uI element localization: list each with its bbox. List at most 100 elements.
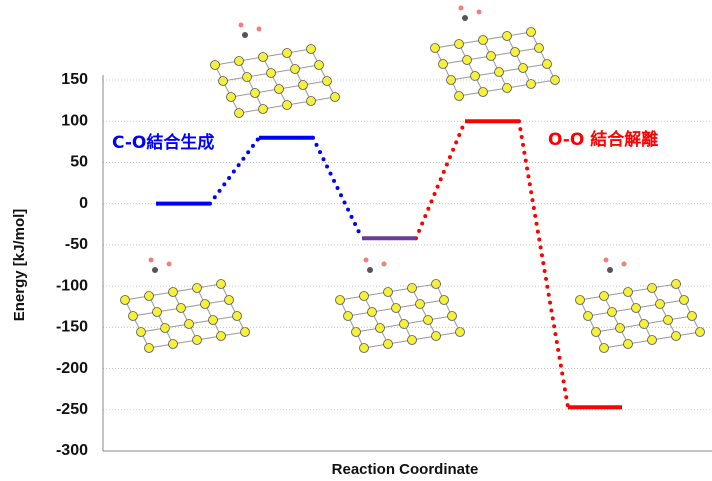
- atom: [299, 81, 308, 90]
- atom: [257, 27, 262, 32]
- atom: [209, 316, 218, 325]
- y-tick-label: 50: [70, 154, 88, 171]
- atom: [592, 328, 601, 337]
- atom: [432, 280, 441, 289]
- atom: [267, 69, 276, 78]
- atom: [367, 267, 373, 273]
- atom: [219, 77, 228, 86]
- atom: [600, 344, 609, 353]
- atom: [129, 312, 138, 321]
- atom: [479, 36, 488, 45]
- atom: [424, 316, 433, 325]
- atom: [227, 93, 236, 102]
- atom: [527, 28, 536, 37]
- y-tick-label: -250: [56, 401, 88, 418]
- annotation: C-O結合生成: [112, 132, 214, 153]
- atom: [251, 89, 260, 98]
- atom: [543, 60, 552, 69]
- y-tick-label: 0: [79, 195, 88, 212]
- connector: [416, 121, 465, 238]
- atom: [503, 32, 512, 41]
- atom: [584, 312, 593, 321]
- annotation: O-O 結合解離: [548, 129, 658, 150]
- atom: [241, 328, 250, 337]
- atom: [455, 40, 464, 49]
- atom: [331, 93, 340, 102]
- y-tick-label: 150: [61, 71, 88, 88]
- atom: [153, 308, 162, 317]
- atom: [511, 48, 520, 57]
- atom: [193, 284, 202, 293]
- atom: [440, 296, 449, 305]
- atom: [672, 332, 681, 341]
- atom: [344, 312, 353, 321]
- atom: [307, 45, 316, 54]
- atom: [382, 262, 387, 267]
- atom: [607, 267, 613, 273]
- atom: [259, 105, 268, 114]
- y-tick-label: -50: [65, 236, 88, 253]
- y-tick-label: -150: [56, 319, 88, 336]
- atom: [519, 64, 528, 73]
- atom: [632, 304, 641, 313]
- atom: [360, 292, 369, 301]
- atom: [408, 336, 417, 345]
- atom: [616, 324, 625, 333]
- atom: [149, 258, 154, 263]
- atom: [384, 340, 393, 349]
- connector: [519, 121, 568, 407]
- structure-images: [121, 6, 705, 353]
- y-tick-label: 100: [61, 112, 88, 129]
- y-tick-label: -200: [56, 360, 88, 377]
- atom: [217, 332, 226, 341]
- atom: [648, 336, 657, 345]
- atom: [459, 6, 464, 11]
- atom: [392, 304, 401, 313]
- atom: [323, 77, 332, 86]
- atom: [152, 267, 158, 273]
- chart: Energy [kJ/mol] Reaction Coordinate -300…: [0, 0, 712, 481]
- atom: [364, 258, 369, 263]
- atom: [535, 44, 544, 53]
- atom: [477, 10, 482, 15]
- atom: [479, 88, 488, 97]
- atom: [169, 340, 178, 349]
- atom: [275, 85, 284, 94]
- atom: [239, 23, 244, 28]
- atom: [600, 292, 609, 301]
- atom: [145, 292, 154, 301]
- atom: [376, 324, 385, 333]
- atom: [193, 336, 202, 345]
- atom: [503, 84, 512, 93]
- atom: [672, 280, 681, 289]
- atom: [471, 72, 480, 81]
- atom: [487, 52, 496, 61]
- atom: [360, 344, 369, 353]
- atom: [336, 296, 345, 305]
- atom: [121, 296, 130, 305]
- atom: [291, 65, 300, 74]
- atom: [235, 57, 244, 66]
- atom: [384, 288, 393, 297]
- atom: [448, 312, 457, 321]
- atom: [688, 312, 697, 321]
- atom: [431, 44, 440, 53]
- atom: [576, 296, 585, 305]
- atom: [217, 280, 226, 289]
- atom: [656, 300, 665, 309]
- atom: [462, 15, 468, 21]
- y-axis-title: Energy [kJ/mol]: [11, 209, 28, 322]
- atom: [408, 284, 417, 293]
- atom: [352, 328, 361, 337]
- atom: [624, 340, 633, 349]
- connector: [313, 138, 362, 239]
- atom: [495, 68, 504, 77]
- x-axis-title: Reaction Coordinate: [332, 461, 479, 478]
- atom: [680, 296, 689, 305]
- atom: [307, 97, 316, 106]
- atom: [527, 80, 536, 89]
- atom: [416, 300, 425, 309]
- atom: [608, 308, 617, 317]
- atom: [604, 258, 609, 263]
- atom: [439, 60, 448, 69]
